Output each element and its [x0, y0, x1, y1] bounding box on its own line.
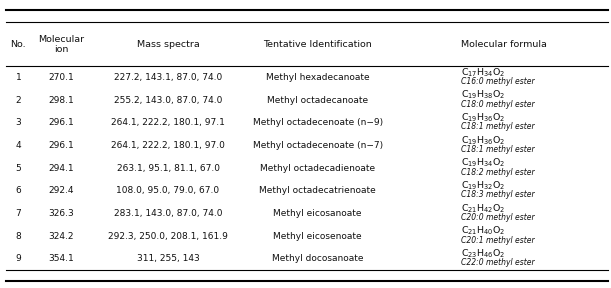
Text: Methyl docosanoate: Methyl docosanoate [272, 254, 364, 263]
Text: 296.1: 296.1 [48, 118, 74, 127]
Text: 6: 6 [15, 186, 21, 195]
Text: C$_{21}$H$_{42}$O$_2$: C$_{21}$H$_{42}$O$_2$ [461, 202, 506, 215]
Text: C16:0 methyl ester: C16:0 methyl ester [461, 77, 535, 86]
Text: C$_{19}$H$_{34}$O$_2$: C$_{19}$H$_{34}$O$_2$ [461, 157, 506, 169]
Text: 9: 9 [15, 254, 21, 263]
Text: 264.1, 222.2, 180.1, 97.0: 264.1, 222.2, 180.1, 97.0 [111, 141, 225, 150]
Text: Methyl hexadecanoate: Methyl hexadecanoate [266, 73, 370, 82]
Text: C$_{23}$H$_{46}$O$_2$: C$_{23}$H$_{46}$O$_2$ [461, 248, 506, 260]
Text: Tentative Identification: Tentative Identification [263, 40, 372, 49]
Text: 3: 3 [15, 118, 21, 127]
Text: 264.1, 222.2, 180.1, 97.1: 264.1, 222.2, 180.1, 97.1 [111, 118, 225, 127]
Text: 108.0, 95.0, 79.0, 67.0: 108.0, 95.0, 79.0, 67.0 [117, 186, 219, 195]
Text: 292.3, 250.0, 208.1, 161.9: 292.3, 250.0, 208.1, 161.9 [108, 232, 228, 241]
Text: C22:0 methyl ester: C22:0 methyl ester [461, 258, 535, 267]
Text: 7: 7 [15, 209, 21, 218]
Text: C18:2 methyl ester: C18:2 methyl ester [461, 168, 535, 177]
Text: 292.4: 292.4 [48, 186, 74, 195]
Text: C$_{17}$H$_{34}$O$_2$: C$_{17}$H$_{34}$O$_2$ [461, 66, 506, 79]
Text: Methyl eicosenoate: Methyl eicosenoate [273, 232, 362, 241]
Text: 294.1: 294.1 [48, 164, 74, 173]
Text: C$_{21}$H$_{40}$O$_2$: C$_{21}$H$_{40}$O$_2$ [461, 225, 506, 237]
Text: 255.2, 143.0, 87.0, 74.0: 255.2, 143.0, 87.0, 74.0 [114, 96, 222, 105]
Text: 354.1: 354.1 [48, 254, 74, 263]
Text: Molecular
ion: Molecular ion [38, 35, 84, 54]
Text: Mass spectra: Mass spectra [137, 40, 199, 49]
Text: C18:1 methyl ester: C18:1 methyl ester [461, 145, 535, 154]
Text: Methyl octadecadienoate: Methyl octadecadienoate [260, 164, 375, 173]
Text: Methyl eicosanoate: Methyl eicosanoate [274, 209, 362, 218]
Text: Methyl octadecenoate (n−7): Methyl octadecenoate (n−7) [253, 141, 382, 150]
Text: Methyl octadecatrienoate: Methyl octadecatrienoate [259, 186, 376, 195]
Text: No.: No. [10, 40, 26, 49]
Text: 270.1: 270.1 [48, 73, 74, 82]
Text: C$_{19}$H$_{36}$O$_2$: C$_{19}$H$_{36}$O$_2$ [461, 134, 506, 147]
Text: C20:0 methyl ester: C20:0 methyl ester [461, 213, 535, 222]
Text: C20:1 methyl ester: C20:1 methyl ester [461, 236, 535, 245]
Text: Methyl octadecenoate (n−9): Methyl octadecenoate (n−9) [253, 118, 382, 127]
Text: 326.3: 326.3 [48, 209, 74, 218]
Text: 298.1: 298.1 [48, 96, 74, 105]
Text: C$_{19}$H$_{32}$O$_2$: C$_{19}$H$_{32}$O$_2$ [461, 180, 506, 192]
Text: 2: 2 [15, 96, 21, 105]
Text: C18:1 methyl ester: C18:1 methyl ester [461, 122, 535, 131]
Text: 324.2: 324.2 [48, 232, 74, 241]
Text: 296.1: 296.1 [48, 141, 74, 150]
Text: C18:0 methyl ester: C18:0 methyl ester [461, 100, 535, 109]
Text: 1: 1 [15, 73, 21, 82]
Text: Methyl octadecanoate: Methyl octadecanoate [267, 96, 368, 105]
Text: 4: 4 [15, 141, 21, 150]
Text: C18:3 methyl ester: C18:3 methyl ester [461, 190, 535, 199]
Text: 5: 5 [15, 164, 21, 173]
Text: C$_{19}$H$_{38}$O$_2$: C$_{19}$H$_{38}$O$_2$ [461, 89, 506, 101]
Text: C$_{19}$H$_{36}$O$_2$: C$_{19}$H$_{36}$O$_2$ [461, 112, 506, 124]
Text: 8: 8 [15, 232, 21, 241]
Text: Molecular formula: Molecular formula [461, 40, 547, 49]
Text: 263.1, 95.1, 81.1, 67.0: 263.1, 95.1, 81.1, 67.0 [117, 164, 219, 173]
Text: 283.1, 143.0, 87.0, 74.0: 283.1, 143.0, 87.0, 74.0 [114, 209, 222, 218]
Text: 311, 255, 143: 311, 255, 143 [137, 254, 199, 263]
Text: 227.2, 143.1, 87.0, 74.0: 227.2, 143.1, 87.0, 74.0 [114, 73, 222, 82]
